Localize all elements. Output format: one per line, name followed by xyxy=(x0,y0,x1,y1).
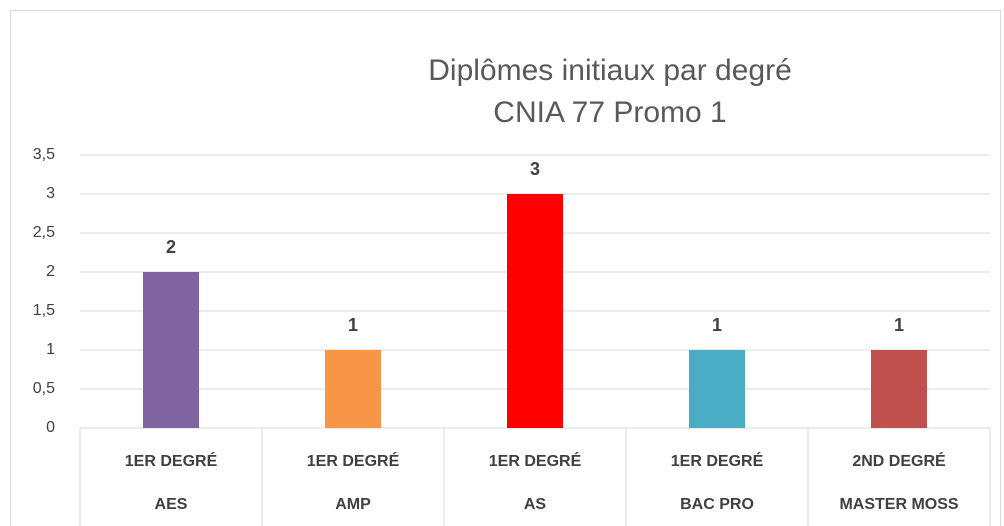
bar xyxy=(689,350,745,428)
y-tick-label: 2,5 xyxy=(33,224,55,241)
x-tick-label: AS xyxy=(524,496,547,513)
y-tick-label: 3,5 xyxy=(33,146,55,163)
x-group-label: 1ER DEGRÉ xyxy=(671,451,764,470)
chart-subtitle: CNIA 77 Promo 1 xyxy=(493,96,726,129)
x-group-label: 1ER DEGRÉ xyxy=(125,451,218,470)
y-tick-label: 1,5 xyxy=(33,302,55,319)
y-tick-label: 0 xyxy=(46,419,55,436)
y-tick-label: 1 xyxy=(46,341,55,358)
data-label: 1 xyxy=(894,315,904,335)
data-label: 3 xyxy=(530,159,540,179)
x-tick-label: AMP xyxy=(335,496,371,513)
x-group-label: 2ND DEGRÉ xyxy=(852,451,946,470)
data-label: 2 xyxy=(166,237,176,257)
x-tick-label: BAC PRO xyxy=(680,496,754,513)
x-tick-label: AES xyxy=(155,496,188,513)
data-label: 1 xyxy=(348,315,358,335)
y-tick-label: 3 xyxy=(46,185,55,202)
chart-title: Diplômes initiaux par degré xyxy=(428,54,792,87)
x-tick-label: MASTER MOSS xyxy=(839,496,958,513)
bar xyxy=(325,350,381,428)
bar xyxy=(143,272,199,428)
x-group-label: 1ER DEGRÉ xyxy=(307,451,400,470)
data-label: 1 xyxy=(712,315,722,335)
chart-frame xyxy=(10,10,1001,526)
y-tick-label: 2 xyxy=(46,263,55,280)
x-group-label: 1ER DEGRÉ xyxy=(489,451,582,470)
y-tick-label: 0,5 xyxy=(33,380,55,397)
bar xyxy=(871,350,927,428)
bar xyxy=(507,194,563,428)
